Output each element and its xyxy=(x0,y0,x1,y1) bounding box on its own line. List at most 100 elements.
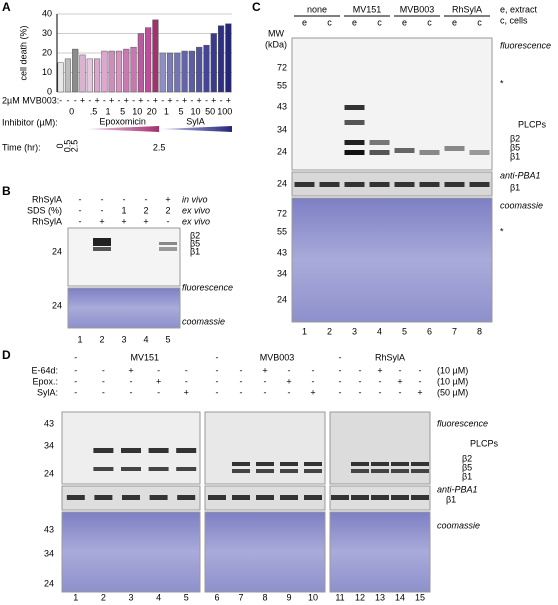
sign: - xyxy=(74,376,77,386)
band xyxy=(256,495,274,500)
sign: + xyxy=(184,387,189,397)
gel-label: anti-PBA1 xyxy=(437,484,478,494)
sign: + xyxy=(143,216,148,226)
mvb003-sign: + xyxy=(94,95,99,105)
sign: - xyxy=(339,365,342,375)
mvb003-sign: - xyxy=(205,95,208,105)
sign: - xyxy=(288,387,291,397)
band xyxy=(149,495,168,500)
mvb003-sign: + xyxy=(167,95,172,105)
band xyxy=(304,462,322,466)
lane-number: 5 xyxy=(184,592,189,602)
sign: - xyxy=(157,365,160,375)
band xyxy=(176,448,197,453)
sign: - xyxy=(339,376,342,386)
concentration: 5 xyxy=(120,106,125,116)
group-label: - xyxy=(216,352,219,362)
sample-type: e xyxy=(402,17,407,27)
sign: - xyxy=(240,376,243,386)
concentration: 1 xyxy=(106,106,111,116)
sign: + xyxy=(128,365,133,375)
lane-number: 3 xyxy=(121,334,126,344)
band xyxy=(176,467,197,471)
y-tick-label: 30 xyxy=(42,28,52,38)
sign: - xyxy=(264,376,267,386)
sign: - xyxy=(74,365,77,375)
sample-type: c xyxy=(377,17,382,27)
lane-number: 2 xyxy=(101,592,106,602)
sign: + xyxy=(262,365,267,375)
band-label: β1 xyxy=(190,246,200,256)
bar xyxy=(130,46,137,93)
sample-type: e xyxy=(302,17,307,27)
band xyxy=(121,467,141,471)
mvb003-sign: + xyxy=(197,95,202,105)
band xyxy=(394,182,415,187)
concentration: .5 xyxy=(90,106,98,116)
band xyxy=(304,469,322,473)
mvb003-sign: + xyxy=(80,95,85,105)
bar xyxy=(94,58,101,93)
bar xyxy=(217,25,225,93)
sign: + xyxy=(377,365,382,375)
band xyxy=(177,495,196,500)
bar xyxy=(181,50,188,93)
sign: - xyxy=(130,387,133,397)
lane-number: 3 xyxy=(128,592,133,602)
mvb003-sign: + xyxy=(109,95,114,105)
group-label: MV151 xyxy=(353,4,382,14)
band xyxy=(256,462,274,466)
mw-marker: 72 xyxy=(277,62,287,72)
mw-marker: 24 xyxy=(277,294,287,304)
mvb003-sign: - xyxy=(176,95,179,105)
mw-marker: 55 xyxy=(277,226,287,236)
lane-number: 1 xyxy=(77,334,82,344)
mvb003-sign: - xyxy=(66,95,69,105)
mw-marker: 24 xyxy=(44,468,54,478)
gel-label: coomassie xyxy=(437,520,480,530)
mw-marker: 72 xyxy=(277,208,287,218)
mw-marker: 43 xyxy=(44,418,54,428)
bar xyxy=(174,52,181,93)
y-axis-label: cell death (%) xyxy=(18,25,28,80)
concentration: 50 xyxy=(205,106,215,116)
concentration: 1 xyxy=(164,106,169,116)
gel-label: coomassie xyxy=(500,200,543,210)
sign: + xyxy=(165,194,170,204)
band xyxy=(232,495,250,500)
panel-letter: B xyxy=(2,184,11,198)
sign: + xyxy=(397,376,402,386)
lane-number: 2 xyxy=(327,326,332,336)
concentration: 10 xyxy=(132,106,142,116)
sign: - xyxy=(216,387,219,397)
bar xyxy=(203,44,210,93)
band-label: β2 xyxy=(462,453,472,463)
mw-marker: 24 xyxy=(44,578,54,588)
row-label: 2µM MVB003: xyxy=(2,95,59,105)
mvb003-sign: + xyxy=(211,95,216,105)
band xyxy=(256,469,274,473)
band-label: β2 xyxy=(510,133,520,143)
bar xyxy=(159,52,166,93)
bar xyxy=(188,50,195,93)
bar xyxy=(108,50,115,93)
row-label: SylA: xyxy=(37,387,58,397)
sign: - xyxy=(264,387,267,397)
sign: - xyxy=(359,365,362,375)
sign: - xyxy=(359,387,362,397)
band-label: PLCPs xyxy=(470,438,499,448)
wedge xyxy=(161,126,232,132)
mvb003-sign: - xyxy=(88,95,91,105)
group-label: MV151 xyxy=(131,352,160,362)
mw-marker: 43 xyxy=(277,101,287,111)
band-label: PLCPs xyxy=(518,119,547,129)
gel-label: fluorescence xyxy=(500,40,551,50)
bar xyxy=(166,52,174,93)
mvb003-sign: - xyxy=(190,95,193,105)
lane-number: 4 xyxy=(143,334,148,344)
sign: 2 xyxy=(165,205,170,215)
sign: - xyxy=(79,216,82,226)
legend: e, extract xyxy=(500,4,538,14)
band xyxy=(344,120,365,125)
group-label: - xyxy=(74,352,77,362)
